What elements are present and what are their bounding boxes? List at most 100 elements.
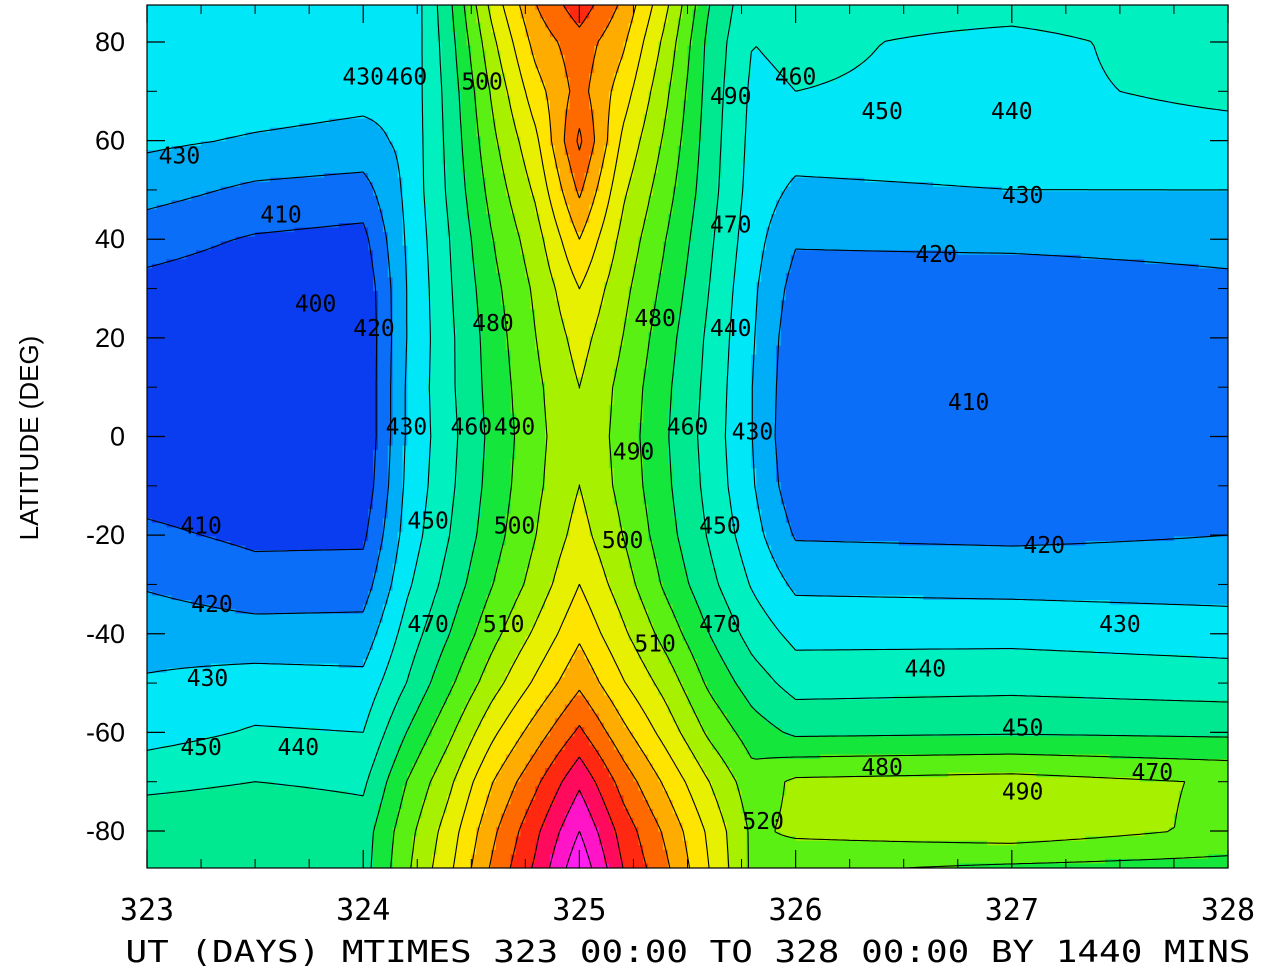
- contour-band-cell: [147, 136, 227, 142]
- contour-band-cell: [456, 395, 482, 401]
- contour-band-cell: [412, 586, 438, 592]
- contour-band-cell: [672, 381, 703, 388]
- contour-band-cell: [147, 636, 374, 642]
- contour-band-cell: [638, 831, 664, 837]
- contour-band-cell: [682, 109, 703, 115]
- contour-band-cell: [422, 186, 448, 192]
- contour-band-cell: [299, 123, 379, 129]
- contour-band-cell: [451, 300, 477, 306]
- contour-line-540: [531, 756, 624, 868]
- contour-band-cell: [599, 622, 625, 628]
- contour-band-cell: [741, 808, 782, 815]
- contour-band-cell: [427, 481, 458, 488]
- contour-band-cell: [495, 577, 526, 583]
- contour-band-cell: [702, 50, 728, 56]
- contour-band-cell: [147, 413, 379, 419]
- contour-band-cell: [707, 282, 733, 288]
- contour-band-cell: [535, 854, 551, 860]
- contour-band-cell: [702, 486, 728, 492]
- contour-band-cell: [431, 300, 453, 306]
- contour-band-cell: [677, 540, 708, 547]
- contour-band-cell: [574, 372, 585, 379]
- contour-band-cell: [269, 177, 369, 183]
- contour-band-cell: [628, 813, 654, 819]
- contour-band-cell: [608, 186, 630, 192]
- contour-band-cell: [363, 663, 389, 669]
- contour-band-cell: [407, 336, 433, 342]
- contour-band-cell: [702, 45, 728, 52]
- contour-band-cell: [147, 649, 369, 656]
- contour-band-cell: [628, 36, 644, 42]
- contour-band-cell: [461, 127, 477, 133]
- contour-band-cell: [520, 831, 541, 837]
- contour-band-cell: [422, 145, 443, 151]
- contour-band-cell: [756, 341, 782, 347]
- contour-band-cell: [726, 413, 752, 419]
- contour-band-cell: [471, 554, 502, 560]
- contour-band-cell: [441, 568, 472, 574]
- contour-band-cell: [422, 631, 453, 637]
- contour-band-cell: [702, 609, 733, 615]
- contour-band-cell: [569, 104, 590, 111]
- contour-band-cell: [785, 286, 1228, 292]
- contour-band-cell: [721, 595, 757, 601]
- contour-band-cell: [790, 522, 1228, 528]
- contour-band-cell: [687, 572, 718, 578]
- contour-band-cell: [402, 177, 423, 183]
- contour-band-cell: [603, 640, 635, 647]
- contour-band-cell: [569, 163, 590, 170]
- contour-band-cell: [535, 749, 561, 756]
- contour-band-cell: [436, 768, 458, 774]
- contour-band-cell: [775, 681, 1228, 687]
- contour-band-cell: [756, 468, 777, 474]
- contour-band-cell: [535, 790, 556, 796]
- contour-band-cell: [431, 404, 458, 410]
- contour-band-cell: [564, 618, 595, 624]
- contour-band-cell: [387, 668, 413, 674]
- contour-band-cell: [653, 173, 679, 179]
- contour-band-cell: [667, 699, 689, 706]
- contour-band-cell: [761, 518, 787, 524]
- contour-band-cell: [603, 804, 625, 810]
- contour-band-cell: [545, 413, 610, 419]
- contour-band-cell: [623, 799, 649, 806]
- contour-band-cell: [790, 527, 1228, 533]
- contour-band-cell: [643, 368, 674, 374]
- contour-band-cell: [392, 386, 409, 392]
- contour-band-cell: [618, 609, 649, 615]
- contour-band-cell: [603, 572, 635, 578]
- contour-band-cell: [584, 182, 600, 188]
- contour-band-cell: [446, 227, 472, 233]
- contour-band-cell: [820, 82, 1116, 88]
- contour-band-cell: [731, 282, 757, 288]
- contour-band-cell: [373, 836, 394, 842]
- contour-band-cell: [549, 136, 566, 142]
- contour-band-cell: [653, 540, 679, 547]
- contour-band-cell: [436, 9, 453, 15]
- contour-label: 490: [494, 415, 536, 441]
- contour-band-cell: [451, 531, 477, 538]
- contour-band-cell: [923, 595, 1228, 601]
- contour-band-cell: [648, 799, 674, 806]
- contour-band-cell: [751, 372, 777, 379]
- contour-band-cell: [495, 263, 526, 270]
- contour-band-cell: [658, 154, 679, 161]
- contour-band-cell: [147, 609, 237, 615]
- contour-band-cell: [741, 168, 1228, 174]
- contour-band-cell: [525, 95, 546, 101]
- contour-band-cell: [766, 531, 792, 538]
- contour-band-cell: [373, 272, 389, 279]
- contour-band-cell: [510, 468, 546, 474]
- contour-band-cell: [780, 327, 1228, 333]
- contour-band-cell: [559, 186, 576, 192]
- contour-band-cell: [613, 745, 639, 751]
- contour-band-cell: [476, 109, 492, 115]
- contour-band-cell: [1144, 259, 1228, 265]
- contour-band-cell: [618, 354, 649, 360]
- contour-band-cell: [495, 136, 522, 142]
- contour-band-cell: [545, 404, 610, 410]
- contour-band-cell: [535, 59, 566, 65]
- contour-band-cell: [422, 150, 443, 156]
- contour-band-cell: [653, 186, 674, 192]
- contour-band-cell: [589, 209, 605, 215]
